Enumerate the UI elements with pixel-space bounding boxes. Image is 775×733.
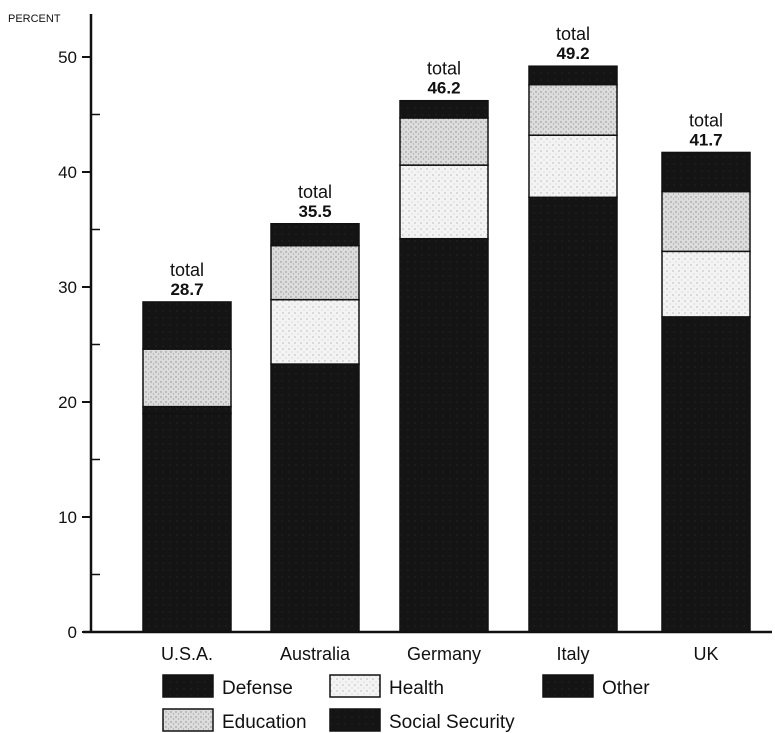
legend-label: Other — [602, 678, 650, 699]
total-prefix-label: total — [170, 260, 204, 280]
total-prefix-label: total — [298, 182, 332, 202]
total-prefix-label: total — [556, 24, 590, 44]
legend-swatch-health — [329, 674, 381, 698]
legend-item-social-security: Social Security — [329, 708, 515, 733]
legend-label: Education — [222, 712, 307, 733]
x-tick-label: Italy — [556, 644, 589, 664]
bar-segment-other — [399, 99, 489, 119]
total-value-label: 28.7 — [170, 280, 203, 299]
bars — [142, 65, 751, 633]
legend-label: Health — [389, 678, 444, 699]
legend-swatch-other — [542, 674, 594, 698]
bar-segment-other — [528, 65, 618, 86]
legend-label: Defense — [222, 678, 293, 699]
legend-item-education: Education — [162, 708, 307, 733]
bar-segment-other — [661, 151, 751, 193]
bar-segment-education — [661, 190, 751, 253]
legend: Defense Health Other Education Social Securi… — [162, 674, 650, 733]
total-value-label: 41.7 — [689, 130, 722, 149]
legend-swatch-social-security — [329, 708, 381, 732]
y-tick-label: 20 — [58, 393, 77, 412]
bar-stack-italy — [528, 65, 618, 633]
total-prefix-label: total — [427, 59, 461, 79]
legend-swatch-defense — [162, 674, 214, 698]
bar-segment-education — [399, 117, 489, 166]
bar-segment-social-security — [528, 196, 618, 633]
bar-segment-health — [661, 250, 751, 318]
bar-segment-defense — [142, 405, 232, 415]
x-tick-label: Australia — [280, 644, 351, 664]
bar-segment-education — [528, 83, 618, 136]
bar-segment-health — [528, 134, 618, 199]
x-tick-label: UK — [693, 644, 718, 664]
x-tick-label: U.S.A. — [161, 644, 213, 664]
bar-segment-education — [270, 244, 360, 301]
bar-stack-australia — [270, 223, 360, 633]
total-value-label: 49.2 — [556, 44, 589, 63]
bar-segment-social-security — [142, 412, 232, 633]
bar-stack-uk — [661, 151, 751, 633]
total-value-label: 35.5 — [298, 202, 331, 221]
y-tick-label: 40 — [58, 163, 77, 182]
legend-label: Social Security — [389, 712, 515, 733]
bar-segment-social-security — [399, 237, 489, 633]
category-labels: U.S.A. Australia Germany Italy UK — [161, 644, 719, 664]
x-tick-label: Germany — [407, 644, 481, 664]
bar-segment-health — [270, 298, 360, 365]
bar-segment-education — [142, 348, 232, 408]
y-tick-label: 10 — [58, 508, 77, 527]
total-value-label: 46.2 — [427, 79, 460, 98]
y-axis-label: PERCENT — [8, 13, 61, 25]
bar-segment-social-security — [270, 363, 360, 633]
y-tick-label: 50 — [58, 48, 77, 67]
bar-totals: total28.7total35.5total46.2total49.2tota… — [170, 24, 723, 299]
legend-item-defense: Defense — [162, 674, 293, 699]
legend-item-health: Health — [329, 674, 444, 699]
legend-item-other: Other — [542, 674, 650, 699]
bar-segment-social-security — [661, 316, 751, 633]
bar-segment-other — [270, 223, 360, 247]
y-tick-label: 30 — [58, 278, 77, 297]
bar-segment-health — [399, 164, 489, 240]
bar-stack-germany — [399, 99, 489, 633]
y-tick-label: 0 — [68, 623, 77, 642]
total-prefix-label: total — [689, 110, 723, 130]
bar-segment-other — [142, 301, 232, 350]
legend-swatch-education — [162, 708, 214, 732]
bar-stack-u-s-a- — [142, 301, 232, 633]
